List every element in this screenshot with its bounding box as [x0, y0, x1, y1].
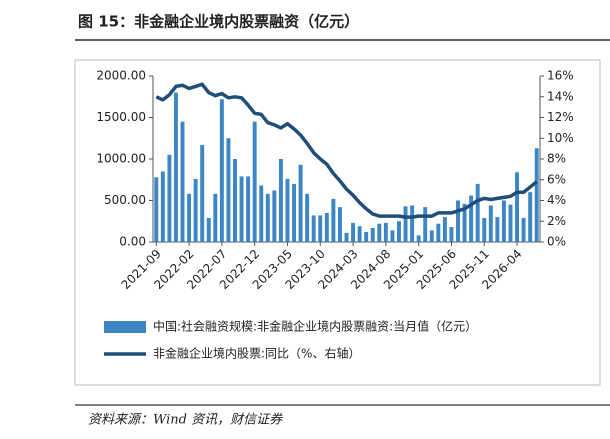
y2-tick-label: 12%: [547, 110, 574, 124]
bar: [377, 223, 382, 242]
bar: [462, 203, 467, 242]
bar: [292, 183, 296, 242]
y-tick-label: 1500.00: [96, 110, 146, 124]
legend-swatch: [104, 321, 146, 333]
bar: [416, 235, 421, 242]
bar: [193, 178, 198, 242]
bar: [226, 138, 231, 242]
legend-label: 中国:社会融资规模:非金融企业境内股票融资:当月值（亿元）: [153, 319, 477, 334]
bar: [160, 171, 165, 242]
bar: [469, 195, 474, 242]
bar: [410, 205, 415, 242]
bar: [370, 227, 375, 242]
y2-tick-label: 14%: [547, 89, 574, 103]
bar: [337, 207, 342, 242]
bar: [515, 172, 520, 242]
bar: [259, 185, 264, 242]
bar: [331, 198, 336, 242]
y-tick-label: 2000.00: [96, 69, 146, 83]
y2-tick-label: 0%: [547, 235, 566, 249]
bar: [324, 212, 329, 242]
bar: [508, 204, 513, 242]
bar: [488, 205, 493, 242]
y2-tick-label: 8%: [547, 152, 566, 166]
bar: [298, 164, 303, 242]
bar: [311, 215, 316, 242]
bar: [495, 217, 500, 242]
y-tick-label: 0.00: [119, 235, 146, 249]
chart-title: 图 15：非金融企业境内股票融资（亿元）: [78, 13, 359, 31]
bar: [442, 217, 447, 242]
chart-frame: [74, 59, 601, 386]
line: [155, 82, 538, 219]
bar: [423, 207, 428, 242]
bar: [180, 121, 185, 242]
bar: [456, 200, 460, 242]
bar: [344, 232, 349, 242]
bar: [305, 193, 310, 242]
y2-tick-label: 10%: [547, 131, 574, 145]
bar: [528, 192, 533, 242]
y-tick-label: 1000.00: [96, 152, 146, 166]
bar: [154, 177, 159, 242]
bar: [173, 92, 178, 242]
bar: [403, 206, 408, 242]
bar: [449, 227, 454, 242]
bar: [534, 148, 539, 242]
source: 资料来源：Wind 资讯，财信证券: [88, 413, 283, 428]
bar: [390, 230, 395, 242]
bar: [219, 99, 224, 243]
y2-tick-label: 6%: [547, 172, 566, 186]
bar: [278, 159, 283, 242]
legend-label: 非金融企业境内股票:同比（%、右轴）: [153, 346, 360, 361]
bar: [167, 154, 172, 242]
bar: [397, 221, 401, 242]
bar: [482, 217, 487, 242]
bar: [239, 176, 244, 242]
bar: [187, 193, 192, 242]
bar: [475, 183, 480, 242]
bar: [501, 200, 506, 242]
bar: [429, 230, 434, 242]
bar: [200, 144, 205, 242]
y-tick-label: 500.00: [104, 193, 146, 207]
y2-tick-label: 2%: [547, 214, 566, 228]
bar: [436, 223, 441, 242]
bar: [265, 193, 270, 242]
bar: [285, 178, 290, 242]
bar: [357, 226, 362, 242]
bar: [206, 217, 211, 242]
bar: [364, 232, 369, 242]
bar: [246, 176, 251, 242]
bar: [272, 190, 277, 242]
bar: [383, 222, 388, 242]
bar: [213, 193, 218, 242]
bar: [521, 217, 526, 242]
bar: [351, 222, 356, 242]
y2-tick-label: 4%: [547, 193, 566, 207]
bar: [233, 159, 237, 242]
bar: [252, 121, 257, 242]
bar: [318, 215, 323, 242]
y2-tick-label: 16%: [547, 69, 574, 83]
